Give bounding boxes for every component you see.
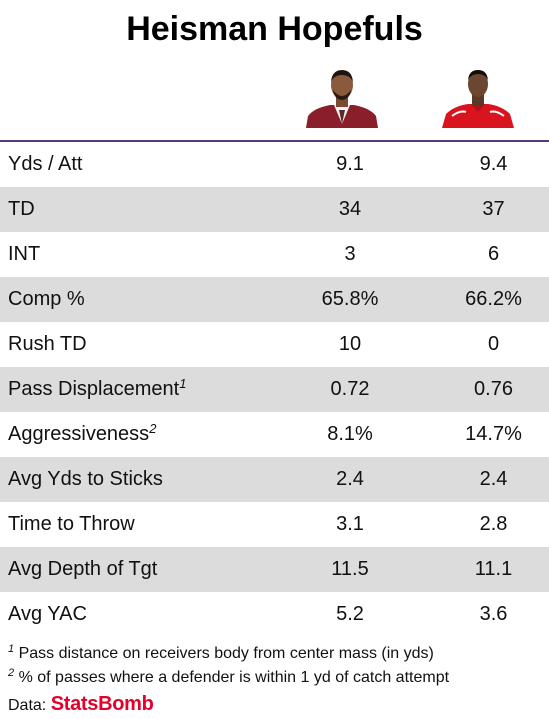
- table-row: TD 34 37: [0, 187, 549, 232]
- table-row: Rush TD 10 0: [0, 322, 549, 367]
- footnote-2: 2 % of passes where a defender is within…: [8, 667, 450, 687]
- player-2-value: 3.6: [479, 603, 508, 625]
- table-row: Avg Depth of Tgt 11.5 11.1: [0, 547, 549, 592]
- row-label: Avg Depth of Tgt: [0, 547, 270, 592]
- table-row: Avg Yds to Sticks 2.4 2.4: [0, 457, 549, 502]
- stats-table: Yds / Att 9.1 9.4 TD 34 37 INT 3 6 Comp % 65.8% 66.…: [0, 142, 549, 637]
- player-1-value: 2.4: [270, 457, 430, 502]
- row-label: INT: [0, 232, 270, 277]
- row-label-text: Aggressiveness: [8, 423, 150, 445]
- table-row: Pass Displacement1 0.72 0.76: [0, 367, 549, 412]
- player-1-value: 3: [344, 243, 356, 265]
- player-2-value: 2.8: [479, 513, 508, 535]
- footnote-2-text: % of passes where a defender is within 1…: [18, 669, 450, 686]
- table-row: Aggressiveness2 8.1% 14.7%: [0, 412, 549, 457]
- row-label-text: INT: [8, 243, 41, 265]
- row-label: Time to Throw: [0, 502, 270, 547]
- row-label-text: Avg YAC: [8, 603, 87, 625]
- player-2-value: 2.4: [430, 457, 549, 502]
- player-2-headshot-icon: [440, 68, 516, 128]
- row-label: Aggressiveness2: [0, 412, 270, 457]
- player-1-value: 10: [338, 333, 362, 355]
- player-1-value: 65.8%: [270, 277, 430, 322]
- data-source-prefix: Data:: [8, 697, 47, 714]
- row-label-text: Pass Displacement: [8, 378, 180, 400]
- player-2-value: 6: [487, 243, 500, 265]
- row-label-text: Time to Throw: [8, 513, 135, 535]
- footnote-mark: 1: [179, 376, 187, 391]
- player-1-value: 0.72: [270, 367, 430, 412]
- row-label-text: Rush TD: [8, 333, 87, 355]
- row-label: Yds / Att: [0, 142, 270, 187]
- player-2-value: 11.1: [430, 547, 549, 592]
- table-row: Yds / Att 9.1 9.4: [0, 142, 549, 187]
- footnote-2-mark: 2: [8, 667, 15, 679]
- player-2-value: 0.76: [430, 367, 549, 412]
- player-2-value: 9.4: [479, 153, 508, 175]
- row-label-text: Comp %: [8, 288, 85, 310]
- player-1-value: 8.1%: [327, 423, 373, 445]
- row-label-text: TD: [8, 198, 35, 220]
- footnote-1-mark: 1: [8, 643, 15, 655]
- row-label-text: Avg Depth of Tgt: [8, 558, 158, 580]
- player-1-value: 5.2: [336, 603, 364, 625]
- player-2-value: 14.7%: [465, 423, 522, 445]
- player-1-value: 34: [270, 187, 430, 232]
- player-2-value: 37: [430, 187, 549, 232]
- player-1-value: 9.1: [336, 153, 364, 175]
- statsbomb-logo: StatsBomb: [50, 693, 154, 715]
- table-row: Time to Throw 3.1 2.8: [0, 502, 549, 547]
- row-label-text: Yds / Att: [8, 153, 83, 175]
- footnote-1: 1 Pass distance on receivers body from c…: [8, 643, 434, 663]
- row-label: Avg Yds to Sticks: [0, 457, 270, 502]
- header-divider: [0, 140, 549, 142]
- table-row: Avg YAC 5.2 3.6: [0, 592, 549, 637]
- row-label: Avg YAC: [0, 592, 270, 637]
- chart-title: Heisman Hopefuls: [126, 10, 423, 48]
- player-1-value: 3.1: [336, 513, 364, 535]
- row-label: Pass Displacement1: [0, 367, 270, 412]
- player-2-value: 0: [487, 333, 500, 355]
- data-source: Data: StatsBomb: [8, 693, 154, 716]
- row-label: Comp %: [0, 277, 270, 322]
- player-1-headshot-icon: [304, 68, 380, 128]
- player-2-value: 66.2%: [430, 277, 549, 322]
- table-row: INT 3 6: [0, 232, 549, 277]
- row-label: TD: [0, 187, 270, 232]
- footnote-mark: 2: [149, 421, 157, 436]
- row-label: Rush TD: [0, 322, 270, 367]
- table-row: Comp % 65.8% 66.2%: [0, 277, 549, 322]
- row-label-text: Avg Yds to Sticks: [8, 468, 163, 490]
- player-1-value: 11.5: [270, 547, 430, 592]
- footnote-1-text: Pass distance on receivers body from cen…: [18, 645, 434, 662]
